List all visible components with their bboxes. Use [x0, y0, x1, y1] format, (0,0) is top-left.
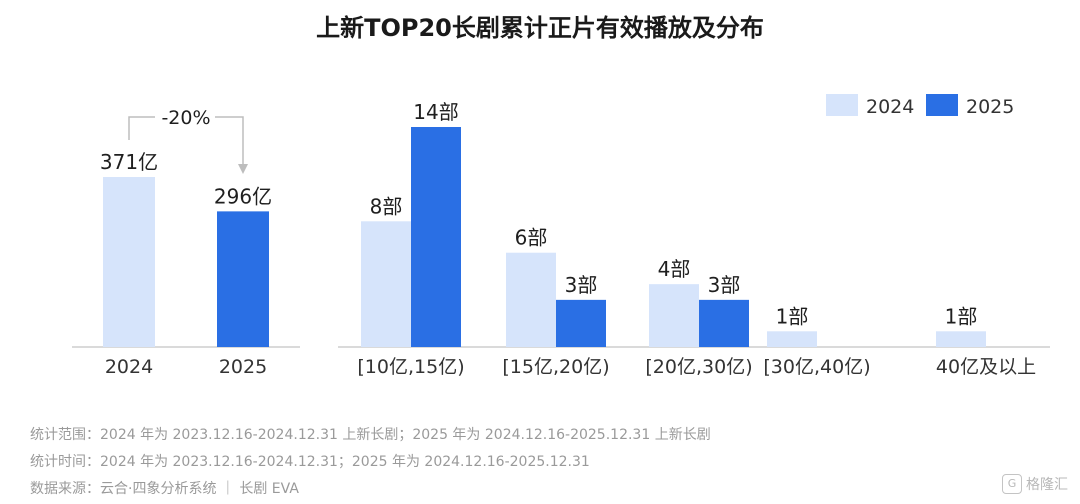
right-x-tick-label: [10亿,15亿) — [357, 356, 464, 378]
chart-title: 上新TOP20长剧累计正片有效播放及分布 — [316, 14, 764, 42]
left-x-tick-label: 2024 — [105, 356, 153, 378]
left-bar-label: 371亿 — [100, 150, 158, 174]
left-bar-2024 — [103, 177, 155, 347]
right-bar-label: 3部 — [708, 273, 741, 297]
right-bar-2024 — [649, 284, 699, 347]
right-bar-label: 6部 — [515, 226, 548, 250]
watermark: G 格隆汇 — [1002, 474, 1068, 494]
chart-canvas: 371亿 2024 296亿 2025 -20% 8部 14部 [10亿,15亿) 6部 3部 [1… — [72, 94, 1050, 378]
watermark-logo-icon: G — [1002, 474, 1022, 494]
change-arrow-down-icon — [238, 164, 248, 174]
footnote-scope: 统计范围：2024 年为 2023.12.16-2024.12.31 上新长剧；… — [30, 427, 711, 443]
right-bar-label: 8部 — [370, 194, 403, 218]
legend-label: 2025 — [966, 96, 1014, 118]
right-x-tick-label: [15亿,20亿) — [502, 356, 609, 378]
right-bar-label: 4部 — [658, 257, 691, 281]
right-bar-2024 — [361, 221, 411, 347]
right-bar-label: 1部 — [776, 304, 809, 328]
right-bar-2025 — [411, 127, 461, 347]
legend-swatch-2024 — [826, 94, 858, 116]
right-x-tick-label: [30亿,40亿) — [763, 356, 870, 378]
left-x-tick-label: 2025 — [219, 356, 267, 378]
right-bar-2024 — [506, 252, 556, 347]
watermark-text: 格隆汇 — [1026, 477, 1068, 493]
change-label-bg — [155, 104, 215, 130]
right-x-tick-label: 40亿及以上 — [936, 356, 1036, 378]
left-bar-label: 296亿 — [214, 184, 272, 208]
right-bar-2024 — [936, 331, 986, 347]
right-x-tick-label: [20亿,30亿) — [645, 356, 752, 378]
right-bar-2025 — [556, 299, 606, 347]
right-bar-label: 3部 — [565, 273, 598, 297]
left-bar-2025 — [217, 211, 269, 347]
footnote-source: 数据来源：云合·四象分析系统 ｜ 长剧 EVA — [30, 481, 299, 497]
right-bar-label: 14部 — [413, 100, 458, 124]
legend-label: 2024 — [866, 96, 914, 118]
legend-swatch-2025 — [926, 94, 958, 116]
footnote-time: 统计时间：2024 年为 2023.12.16-2024.12.31；2025 … — [30, 454, 590, 470]
change-percentage-label: -20% — [161, 107, 210, 129]
right-bar-2024 — [767, 331, 817, 347]
right-bar-label: 1部 — [945, 304, 978, 328]
right-bar-2025 — [699, 299, 749, 347]
